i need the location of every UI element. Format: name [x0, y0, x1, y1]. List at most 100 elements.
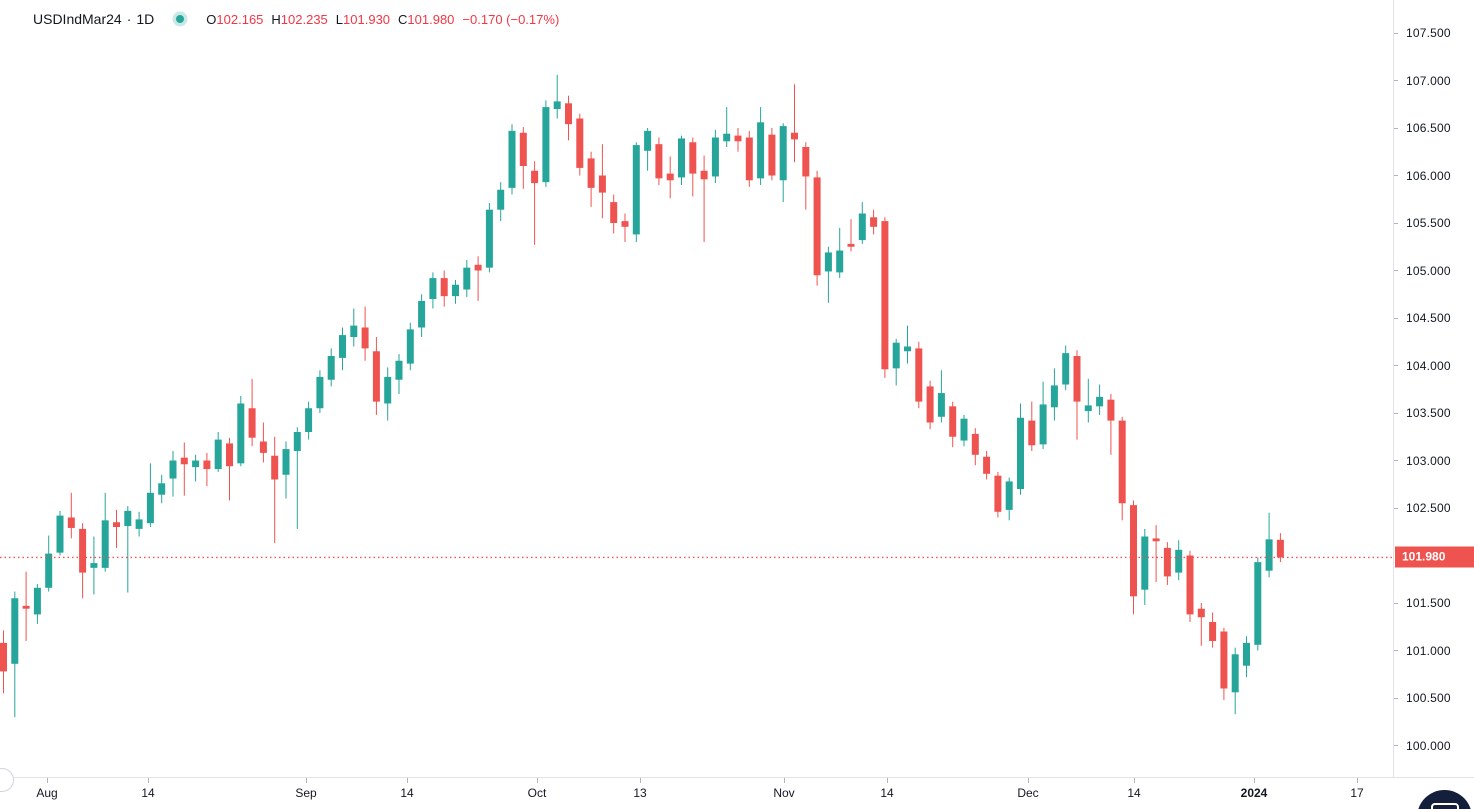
candle: [519, 127, 527, 189]
candle: [1005, 477, 1013, 521]
candle: [994, 471, 1002, 518]
candle: [56, 510, 64, 556]
last-price-tag: 101.980: [1395, 546, 1474, 568]
candle: [395, 354, 403, 394]
candle: [384, 367, 392, 421]
price-axis-tick: [1394, 317, 1398, 319]
price-axis-tick: [1394, 507, 1398, 509]
price-axis-tick: [1394, 697, 1398, 699]
candle: [757, 107, 765, 185]
candle: [406, 322, 414, 371]
symbol-title[interactable]: USDIndMar24: [33, 11, 122, 27]
candle: [1152, 525, 1160, 583]
candle: [723, 107, 731, 147]
candle: [576, 113, 584, 176]
candle: [79, 523, 87, 599]
candle: [124, 506, 132, 593]
ohlc-readout: O 102.165 H 102.235 L 101.930 C 101.980 −0.1…: [206, 12, 559, 27]
candle: [598, 144, 606, 219]
candle: [485, 203, 493, 273]
candle: [678, 135, 685, 185]
time-axis-tick: [407, 778, 408, 783]
candle: [440, 270, 448, 307]
candle: [293, 427, 301, 529]
price-axis-tick: [1394, 270, 1398, 271]
candle: [1062, 345, 1070, 391]
candle: [1254, 557, 1262, 651]
time-axis-tick: [640, 778, 641, 783]
candle: [0, 630, 7, 694]
time-axis-label: 13: [633, 786, 647, 800]
price-axis-label: 103.500: [1406, 406, 1451, 420]
candle: [22, 571, 30, 641]
interval-label[interactable]: 1D: [136, 11, 155, 27]
price-axis[interactable]: 101.980 107.500 107.000 106.500 106.000 105.…: [1393, 0, 1474, 778]
candle: [779, 123, 787, 203]
candle: [745, 130, 753, 187]
symbol-legend: USDIndMar24 · 1D O 102.165 H 102.235 L 101.…: [33, 8, 559, 30]
time-axis[interactable]: Aug 14 Sep 14 Oct 13 Nov 14 Dec 14 2024 17: [0, 777, 1474, 809]
price-axis-label: 105.000: [1406, 263, 1451, 278]
price-axis-label: 101.000: [1406, 643, 1451, 658]
chat-button[interactable]: [1417, 790, 1472, 809]
candle: [316, 370, 324, 413]
time-axis-label: Sep: [295, 786, 317, 800]
candle: [791, 84, 798, 163]
candle: [1175, 540, 1183, 581]
candle: [1096, 384, 1104, 415]
candle: [1265, 512, 1273, 578]
candle: [508, 124, 516, 195]
price-axis-label: 107.000: [1406, 73, 1451, 88]
price-axis-tick: [1394, 745, 1398, 746]
time-axis-label: Oct: [527, 786, 547, 800]
time-axis-tick: [887, 778, 888, 783]
candle: [339, 327, 346, 371]
candle: [259, 422, 267, 463]
candle: [689, 137, 697, 197]
candle: [169, 451, 177, 497]
price-axis-label: 104.000: [1406, 358, 1451, 373]
candle: [1197, 603, 1205, 646]
candle: [1028, 401, 1036, 451]
candle: [971, 428, 979, 466]
time-axis-label: Aug: [36, 786, 58, 800]
candle: [847, 219, 855, 252]
candle: [1231, 647, 1239, 715]
price-axis-tick: [1394, 127, 1398, 129]
price-axis-tick: [1394, 650, 1398, 651]
price-axis-label: 107.500: [1406, 26, 1451, 40]
candle: [621, 213, 629, 242]
candle: [282, 441, 290, 499]
close-value: 101.980: [407, 11, 455, 27]
open-value: 102.165: [216, 11, 264, 27]
candle: [1073, 350, 1081, 440]
candle: [203, 452, 211, 487]
price-axis-label: 105.500: [1406, 216, 1451, 230]
price-axis-tick: [1394, 365, 1398, 366]
candle: [180, 442, 188, 496]
candle: [226, 437, 233, 501]
candle: [271, 436, 279, 544]
price-axis-tick: [1394, 460, 1398, 461]
time-axis-label: Dec: [1017, 786, 1039, 800]
candle: [1017, 403, 1024, 495]
change-value: −0.170 (−0.17%): [462, 11, 560, 27]
candle: [587, 151, 595, 207]
candle: [361, 306, 369, 361]
time-axis-label: 14: [880, 786, 894, 800]
candle: [372, 337, 380, 415]
high-label: H: [271, 11, 281, 27]
candle: [135, 511, 143, 537]
candle: [1220, 627, 1228, 700]
market-status-dot-icon[interactable]: [176, 15, 185, 23]
time-axis-tick: [1028, 778, 1029, 783]
candle: [429, 272, 437, 309]
price-axis-label: 100.000: [1406, 738, 1451, 753]
price-axis-tick: [1394, 32, 1398, 34]
candle: [610, 194, 618, 234]
candle: [881, 217, 889, 378]
price-axis-label: 106.500: [1406, 121, 1451, 135]
price-axis-tick: [1394, 80, 1398, 81]
candle: [542, 100, 550, 187]
